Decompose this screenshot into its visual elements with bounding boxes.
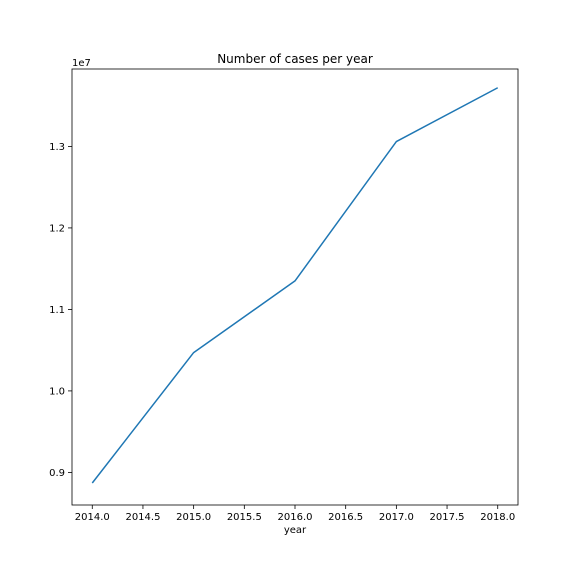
x-tick-label: 2017.5: [430, 512, 465, 523]
chart-title: Number of cases per year: [217, 52, 373, 66]
x-tick-label: 2018.0: [480, 512, 515, 523]
y-axis-ticks: 0.9 1.0 1.1 1.2 1.3: [49, 142, 72, 479]
x-tick-label: 2015.0: [176, 512, 211, 523]
x-tick-label: 2015.5: [227, 512, 262, 523]
y-tick-label: 1.2: [49, 223, 65, 234]
y-tick-label: 1.3: [49, 142, 65, 153]
x-axis-label: year: [284, 525, 307, 536]
y-axis-offset-label: 1e7: [72, 58, 91, 69]
plot-area: [71, 68, 519, 506]
y-tick-label: 1.0: [49, 386, 65, 397]
x-tick-label: 2014.5: [125, 512, 160, 523]
y-tick-label: 1.1: [49, 305, 65, 316]
series-layer: [91, 87, 499, 484]
x-tick-label: 2017.0: [379, 512, 414, 523]
x-tick-label: 2014.0: [75, 512, 110, 523]
x-axis-ticks: 2014.0 2014.5 2015.0 2015.5 2016.0 2016.5 2017…: [75, 505, 515, 523]
y-tick-label: 0.9: [49, 468, 65, 479]
x-tick-label: 2016.0: [278, 512, 313, 523]
x-tick-label: 2016.5: [328, 512, 363, 523]
